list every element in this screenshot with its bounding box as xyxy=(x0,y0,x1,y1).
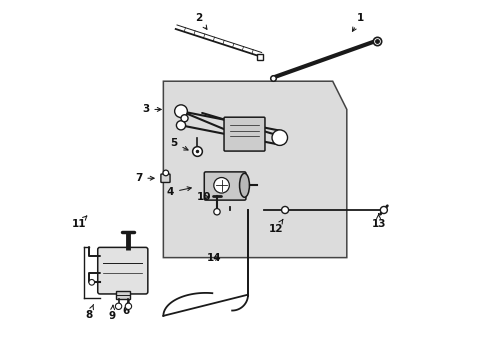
Text: 1: 1 xyxy=(352,13,364,31)
Text: 14: 14 xyxy=(207,253,222,263)
Bar xyxy=(116,291,130,299)
Text: 7: 7 xyxy=(135,173,154,183)
FancyBboxPatch shape xyxy=(204,172,245,200)
Text: 2: 2 xyxy=(195,13,206,29)
Circle shape xyxy=(176,121,185,130)
Circle shape xyxy=(213,208,220,215)
Text: 10: 10 xyxy=(196,192,211,202)
Text: 8: 8 xyxy=(85,305,93,320)
Circle shape xyxy=(163,170,168,176)
Text: 6: 6 xyxy=(122,301,130,316)
Circle shape xyxy=(213,177,229,193)
FancyBboxPatch shape xyxy=(98,247,147,294)
Circle shape xyxy=(125,303,131,310)
Text: 3: 3 xyxy=(142,104,161,114)
Text: 9: 9 xyxy=(108,305,116,321)
Text: 5: 5 xyxy=(170,138,188,150)
Circle shape xyxy=(89,279,94,285)
FancyBboxPatch shape xyxy=(161,174,170,183)
Polygon shape xyxy=(163,81,346,258)
Circle shape xyxy=(380,207,386,213)
Text: 13: 13 xyxy=(370,213,385,229)
Circle shape xyxy=(115,303,122,310)
FancyBboxPatch shape xyxy=(224,117,264,151)
Circle shape xyxy=(281,207,288,213)
Text: 11: 11 xyxy=(71,216,86,229)
Text: 12: 12 xyxy=(268,219,283,234)
Ellipse shape xyxy=(239,173,249,197)
Circle shape xyxy=(271,130,287,145)
Circle shape xyxy=(181,115,188,122)
Text: 4: 4 xyxy=(166,187,191,197)
Circle shape xyxy=(174,105,187,118)
